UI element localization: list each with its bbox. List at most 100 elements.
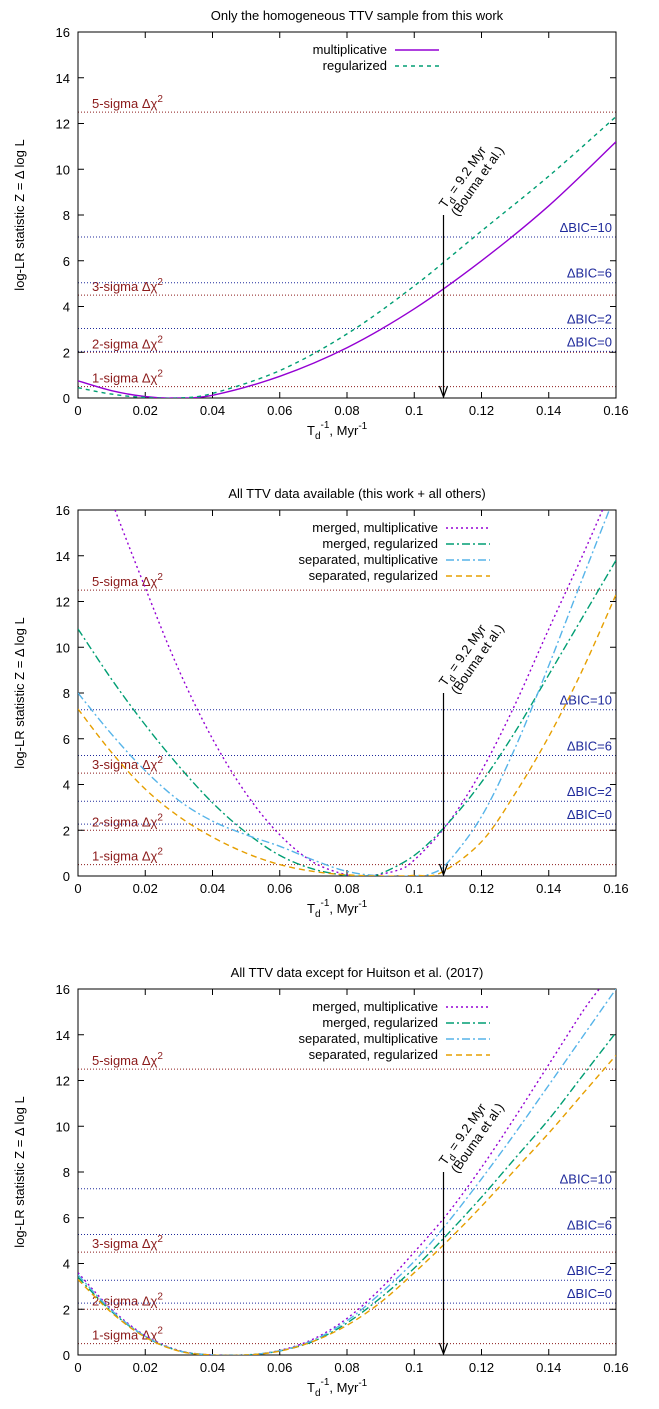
x-tick-label: 0.14 — [536, 403, 561, 418]
bic-label: ΔBIC=10 — [560, 220, 612, 235]
sigma-label-sup: 2 — [157, 369, 163, 380]
y-tick-label: 14 — [56, 1028, 70, 1043]
x-tick-label: 0.08 — [334, 1360, 359, 1375]
y-tick-label: 12 — [56, 595, 70, 610]
series-line-4 — [78, 1054, 616, 1355]
sigma-label-text: 2-sigma Δχ — [92, 1293, 158, 1308]
y-tick-label: 16 — [56, 503, 70, 518]
y-tick-label: 8 — [63, 686, 70, 701]
sigma-label-text: 5-sigma Δχ — [92, 574, 158, 589]
sigma-label-text: 1-sigma Δχ — [92, 371, 158, 386]
y-tick-label: 4 — [63, 1257, 70, 1272]
sigma-label: 2-sigma Δχ2 — [92, 812, 163, 829]
x-axis-label: Td-1, Myr-1 — [307, 420, 368, 442]
x-tick-label: 0.1 — [405, 1360, 423, 1375]
x-tick-label: 0.02 — [133, 1360, 158, 1375]
annotation-arrow-head — [438, 1342, 449, 1356]
series-line-1 — [78, 989, 600, 1355]
sigma-label-sup: 2 — [157, 277, 163, 288]
annotation-arrow-head — [438, 385, 449, 399]
x-tick-label: 0.12 — [469, 1360, 494, 1375]
legend-label: regularized — [323, 58, 387, 73]
legend-label: multiplicative — [313, 42, 387, 57]
x-tick-label: 0.08 — [334, 403, 359, 418]
y-axis-label: log-LR statistic Z = Δ log L — [12, 1096, 27, 1247]
y-axis-label: log-LR statistic Z = Δ log L — [12, 139, 27, 290]
sigma-label-sup: 2 — [157, 1291, 163, 1302]
x-tick-label: 0 — [74, 403, 81, 418]
x-label-tail-sup: -1 — [358, 899, 367, 910]
sigma-label-sup: 2 — [157, 334, 163, 345]
x-tick-label: 0 — [74, 881, 81, 896]
legend-label: separated, multiplicative — [299, 552, 438, 567]
sigma-label: 1-sigma Δχ2 — [92, 847, 163, 864]
series-line-1 — [78, 141, 616, 398]
sigma-label-text: 3-sigma Δχ — [92, 757, 158, 772]
bic-label: ΔBIC=6 — [567, 266, 612, 281]
y-tick-label: 6 — [63, 254, 70, 269]
x-tick-label: 0.14 — [536, 881, 561, 896]
x-axis-label: Td-1, Myr-1 — [307, 1377, 368, 1399]
x-label-main: T — [307, 423, 315, 438]
sigma-label-sup: 2 — [157, 572, 163, 583]
chart-title: All TTV data available (this work + all … — [228, 486, 485, 501]
y-tick-label: 0 — [63, 391, 70, 406]
sigma-label: 5-sigma Δχ2 — [92, 1051, 163, 1068]
y-tick-label: 16 — [56, 25, 70, 40]
x-label-tail: , Myr — [329, 1380, 359, 1395]
x-tick-label: 0 — [74, 1360, 81, 1375]
chart-title: All TTV data except for Huitson et al. (… — [231, 965, 484, 980]
series-line-2 — [78, 116, 616, 398]
bic-label: ΔBIC=10 — [560, 1172, 612, 1187]
y-tick-label: 8 — [63, 208, 70, 223]
y-tick-label: 4 — [63, 300, 70, 315]
sigma-label-sup: 2 — [157, 755, 163, 766]
sigma-label-sup: 2 — [157, 1051, 163, 1062]
annotation-line1-sub: d — [447, 674, 459, 685]
series-line-4 — [78, 594, 616, 876]
bic-label: ΔBIC=0 — [567, 334, 612, 349]
y-tick-label: 0 — [63, 1348, 70, 1363]
sigma-label-text: 1-sigma Δχ — [92, 849, 158, 864]
x-label-sup: -1 — [321, 898, 330, 909]
sigma-label-text: 1-sigma Δχ — [92, 1328, 158, 1343]
x-label-main: T — [307, 901, 315, 916]
legend-label: merged, multiplicative — [312, 999, 438, 1014]
x-label-sub: d — [315, 909, 321, 920]
sigma-label-text: 2-sigma Δχ — [92, 336, 158, 351]
y-tick-label: 14 — [56, 71, 70, 86]
y-tick-label: 10 — [56, 162, 70, 177]
series-line-3 — [78, 510, 610, 876]
x-tick-label: 0.12 — [469, 403, 494, 418]
x-tick-label: 0.1 — [405, 881, 423, 896]
bic-label: ΔBIC=0 — [567, 1286, 612, 1301]
sigma-label: 2-sigma Δχ2 — [92, 1291, 163, 1308]
series-line-2 — [78, 559, 616, 876]
x-tick-label: 0.06 — [267, 1360, 292, 1375]
bic-label: ΔBIC=2 — [567, 1263, 612, 1278]
y-tick-label: 6 — [63, 1211, 70, 1226]
sigma-label-sup: 2 — [157, 1326, 163, 1337]
x-tick-label: 0.12 — [469, 881, 494, 896]
x-tick-label: 0.04 — [200, 403, 225, 418]
x-tick-label: 0.06 — [267, 881, 292, 896]
x-tick-label: 0.04 — [200, 881, 225, 896]
sigma-label-text: 5-sigma Δχ — [92, 1053, 158, 1068]
bic-label: ΔBIC=0 — [567, 807, 612, 822]
series-line-2 — [78, 1032, 616, 1355]
y-tick-label: 2 — [63, 345, 70, 360]
x-label-tail: , Myr — [329, 423, 359, 438]
x-label-sub: d — [315, 431, 321, 442]
chart-panel-1: Only the homogeneous TTV sample from thi… — [12, 8, 629, 442]
x-label-sup: -1 — [321, 420, 330, 431]
annotation-line1-sub: d — [447, 196, 459, 207]
legend-label: merged, regularized — [322, 1015, 438, 1030]
sigma-label: 5-sigma Δχ2 — [92, 572, 163, 589]
y-tick-label: 2 — [63, 823, 70, 838]
x-tick-label: 0.14 — [536, 1360, 561, 1375]
x-tick-label: 0.16 — [603, 881, 628, 896]
sigma-label: 3-sigma Δχ2 — [92, 1234, 163, 1251]
sigma-label-sup: 2 — [157, 847, 163, 858]
sigma-label-text: 2-sigma Δχ — [92, 814, 158, 829]
annotation-line1-sub: d — [447, 1153, 459, 1164]
